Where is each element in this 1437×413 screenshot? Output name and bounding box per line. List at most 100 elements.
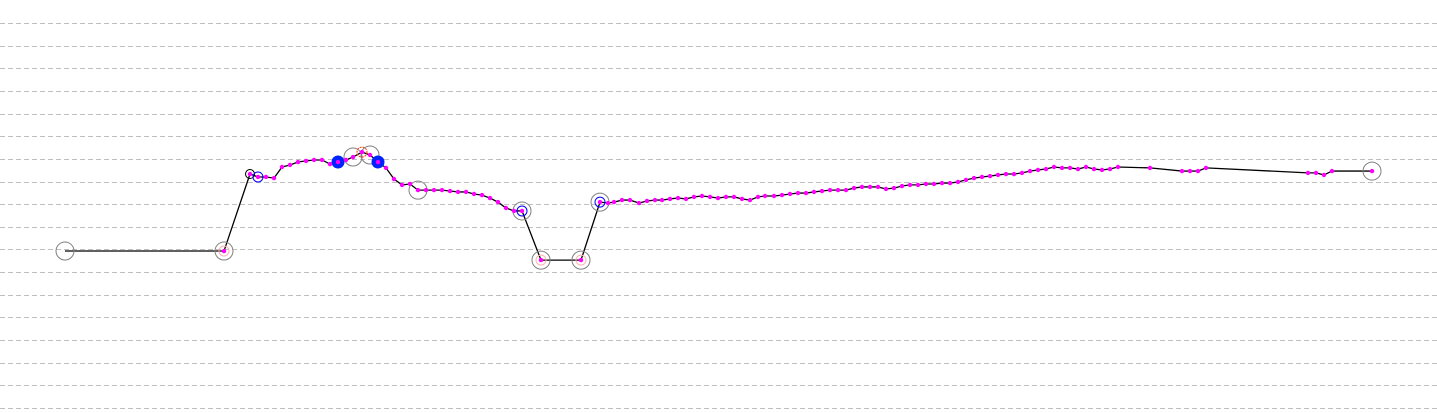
data-point bbox=[487, 195, 493, 201]
data-point bbox=[787, 191, 793, 197]
marker-ring-gray bbox=[531, 250, 551, 270]
data-point bbox=[771, 193, 777, 199]
data-point bbox=[519, 208, 525, 214]
data-point bbox=[795, 190, 801, 196]
data-point bbox=[891, 185, 897, 191]
markers bbox=[55, 145, 1382, 270]
data-point bbox=[923, 181, 929, 187]
data-point bbox=[1067, 165, 1073, 171]
data-point bbox=[407, 181, 413, 187]
data-point bbox=[463, 189, 469, 195]
data-point bbox=[875, 184, 881, 190]
data-point bbox=[731, 194, 737, 200]
data-point bbox=[471, 191, 477, 197]
data-point bbox=[843, 187, 849, 193]
data-point bbox=[779, 192, 785, 198]
data-point bbox=[327, 161, 333, 167]
data-point bbox=[343, 157, 349, 163]
marker-ring-pink bbox=[575, 254, 587, 266]
data-point bbox=[367, 152, 373, 158]
data-point bbox=[707, 194, 713, 200]
data-point bbox=[255, 174, 261, 180]
data-point bbox=[359, 149, 365, 155]
marker-ring-gray bbox=[55, 241, 75, 261]
data-point bbox=[619, 197, 625, 203]
data-point bbox=[1035, 167, 1041, 173]
data-point bbox=[247, 171, 253, 177]
gridlines bbox=[0, 23, 1437, 409]
data-point bbox=[1179, 168, 1185, 174]
marker-ring-gray bbox=[1362, 161, 1382, 181]
data-point bbox=[375, 159, 381, 165]
data-point bbox=[915, 182, 921, 188]
data-point bbox=[311, 157, 317, 163]
data-point bbox=[1313, 170, 1319, 176]
data-point bbox=[597, 199, 603, 205]
data-point bbox=[287, 162, 293, 168]
data-point bbox=[1003, 171, 1009, 177]
data-point bbox=[439, 187, 445, 193]
data-point bbox=[723, 194, 729, 200]
data-point bbox=[1321, 172, 1327, 178]
data-point bbox=[455, 189, 461, 195]
data-point bbox=[739, 196, 745, 202]
data-point bbox=[675, 195, 681, 201]
data-point bbox=[827, 187, 833, 193]
data-point bbox=[1115, 164, 1121, 170]
marker-ring-red bbox=[356, 146, 368, 158]
data-point bbox=[963, 177, 969, 183]
data-point bbox=[907, 182, 913, 188]
data-point bbox=[819, 188, 825, 194]
data-point bbox=[699, 193, 705, 199]
data-point bbox=[1075, 166, 1081, 172]
data-point bbox=[1083, 164, 1089, 170]
data-point bbox=[636, 200, 642, 206]
marker-ring-pink bbox=[218, 245, 230, 257]
marker-ring-gray bbox=[214, 241, 234, 261]
data-point bbox=[835, 187, 841, 193]
data-point bbox=[899, 183, 905, 189]
data-point bbox=[511, 208, 517, 214]
data-points bbox=[221, 149, 1375, 263]
data-point bbox=[931, 181, 937, 187]
data-point bbox=[295, 159, 301, 165]
data-point bbox=[447, 188, 453, 194]
data-point bbox=[221, 248, 227, 254]
data-point bbox=[431, 187, 437, 193]
data-point bbox=[644, 198, 650, 204]
data-point bbox=[1147, 165, 1153, 171]
data-point bbox=[859, 184, 865, 190]
data-point bbox=[851, 185, 857, 191]
data-point bbox=[683, 196, 689, 202]
data-point bbox=[303, 158, 309, 164]
data-point bbox=[1329, 168, 1335, 174]
data-point bbox=[605, 200, 611, 206]
data-point bbox=[271, 175, 277, 181]
data-point bbox=[1059, 165, 1065, 171]
marker-ring-gray bbox=[360, 145, 380, 165]
marker-ring-gray bbox=[571, 250, 591, 270]
data-point bbox=[1369, 168, 1375, 174]
data-point bbox=[971, 175, 977, 181]
data-point bbox=[399, 182, 405, 188]
data-point bbox=[479, 192, 485, 198]
data-point bbox=[1051, 164, 1057, 170]
data-point bbox=[578, 257, 584, 263]
data-point bbox=[979, 174, 985, 180]
data-point bbox=[1099, 167, 1105, 173]
data-point bbox=[503, 205, 509, 211]
data-point bbox=[263, 174, 269, 180]
data-point bbox=[1187, 168, 1193, 174]
data-point bbox=[1043, 166, 1049, 172]
data-point bbox=[611, 199, 617, 205]
data-point bbox=[627, 197, 633, 203]
data-point bbox=[667, 196, 673, 202]
data-point bbox=[335, 159, 341, 165]
data-point bbox=[538, 257, 544, 263]
data-point bbox=[423, 187, 429, 193]
data-point bbox=[1107, 166, 1113, 172]
data-point bbox=[1019, 170, 1025, 176]
data-point bbox=[811, 189, 817, 195]
data-point bbox=[995, 172, 1001, 178]
